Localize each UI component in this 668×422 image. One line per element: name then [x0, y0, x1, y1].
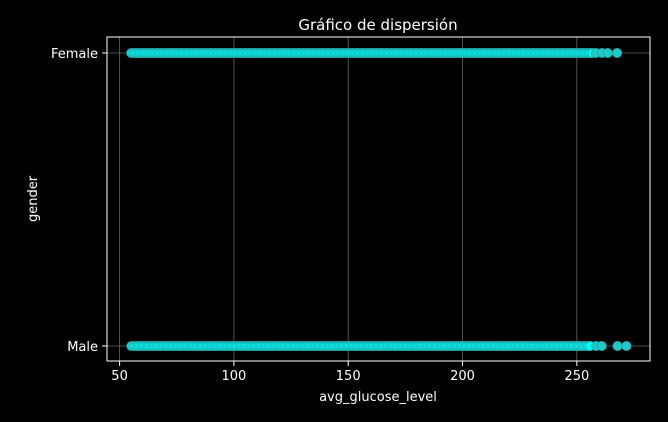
plot-frame	[106, 36, 651, 362]
data-points	[126, 48, 632, 351]
data-point	[612, 340, 623, 351]
chart-title: Gráfico de dispersión	[298, 16, 457, 34]
data-point	[621, 340, 632, 351]
x-axis-label: avg_glucose_level	[319, 390, 437, 405]
x-tick-label: 200	[450, 369, 475, 384]
x-tick-label: 50	[111, 369, 128, 384]
data-point	[602, 48, 613, 59]
y-axis-label: gender	[26, 175, 41, 222]
data-point	[596, 340, 607, 351]
data-point	[612, 48, 623, 59]
y-tick-label: Female	[51, 47, 98, 62]
x-tick-label: 100	[221, 369, 246, 384]
x-tick-label: 150	[336, 369, 361, 384]
y-axis-ticks: Male Female	[51, 47, 107, 355]
x-axis-ticks: 50 100 150 200 250	[111, 361, 589, 384]
x-tick-label: 250	[564, 369, 589, 384]
y-tick-label: Male	[67, 340, 98, 355]
